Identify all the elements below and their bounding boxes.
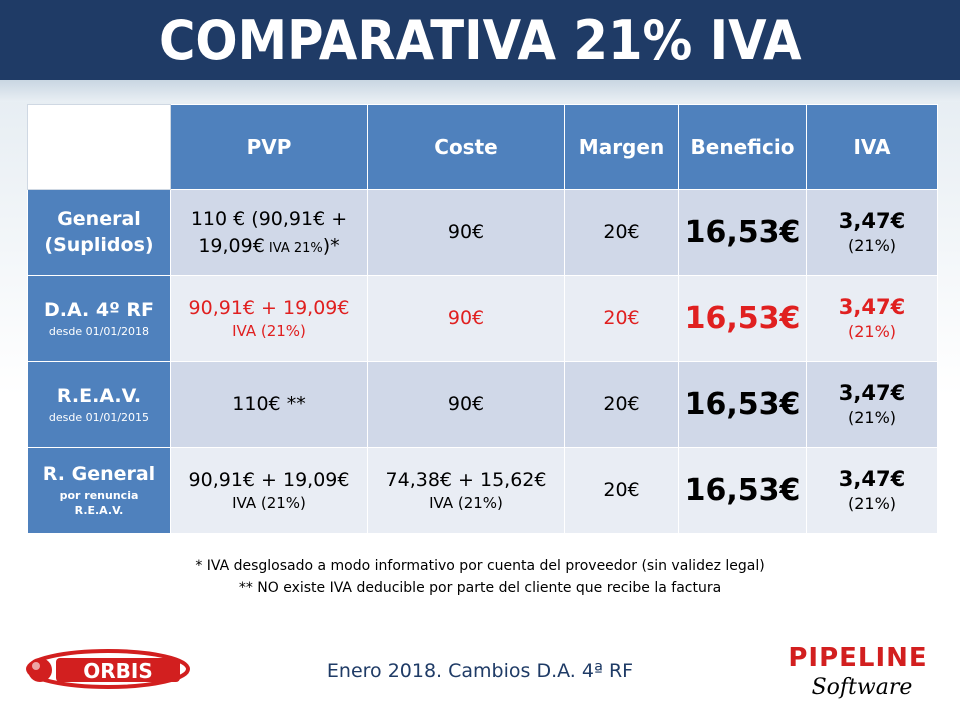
- cell-coste: 90€: [367, 189, 565, 276]
- cell-margen: 20€: [564, 189, 679, 276]
- row-label-reav: R.E.A.V. desde 01/01/2015: [27, 361, 171, 448]
- cell-margen: 20€: [564, 447, 679, 534]
- iva-percent: (21%): [847, 407, 897, 427]
- footer-caption: Enero 2018. Cambios D.A. 4ª RF: [326, 660, 634, 682]
- cell-margen: 20€: [564, 361, 679, 448]
- cell-iva: 3,47€ (21%): [806, 447, 938, 534]
- cell-coste: 90€: [367, 361, 565, 448]
- table-header-row: PVP Coste Margen Beneficio IVA: [27, 104, 938, 190]
- row-sublabel: por renuncia: [59, 488, 139, 502]
- pvp-line2-end: )*: [322, 234, 340, 257]
- page-title: COMPARATIVA 21% IVA: [158, 8, 802, 72]
- cell-coste: 74,38€ + 15,62€ IVA (21%): [367, 447, 565, 534]
- iva-value: 3,47€: [838, 467, 906, 492]
- pvp-line1: 90,91€ + 19,09€: [188, 296, 350, 319]
- cell-pvp: 110€ **: [170, 361, 368, 448]
- header-iva: IVA: [806, 104, 938, 190]
- comparison-table: PVP Coste Margen Beneficio IVA General (…: [27, 104, 938, 534]
- cell-iva: 3,47€ (21%): [806, 361, 938, 448]
- iva-value: 3,47€: [838, 381, 906, 406]
- row-label-line2: (Suplidos): [44, 233, 154, 256]
- pvp-sub: IVA (21%): [232, 494, 306, 513]
- pipeline-logo-text: PIPELINE: [788, 643, 927, 673]
- row-sublabel-2: R.E.A.V.: [74, 504, 124, 518]
- pvp-line1: 110 € (90,91€ +: [190, 207, 348, 230]
- row-label: General: [57, 207, 141, 230]
- iva-percent: (21%): [847, 235, 897, 255]
- cell-beneficio: 16,53€: [678, 447, 807, 534]
- footnote-2: ** NO existe IVA deducible por parte del…: [238, 579, 722, 596]
- row-label-general: General (Suplidos): [27, 189, 171, 276]
- row-sublabel: desde 01/01/2015: [48, 410, 150, 424]
- title-band: [0, 80, 960, 102]
- header-coste: Coste: [367, 104, 565, 190]
- cell-pvp: 110 € (90,91€ + 19,09€ IVA 21%)*: [170, 189, 368, 276]
- row-label: D.A. 4º RF: [43, 298, 155, 321]
- header-margen: Margen: [564, 104, 679, 190]
- footnotes: * IVA desglosado a modo informativo por …: [0, 556, 960, 599]
- cell-pvp: 90,91€ + 19,09€ IVA (21%): [170, 447, 368, 534]
- row-label-da4rf: D.A. 4º RF desde 01/01/2018: [27, 275, 171, 362]
- table-row: R. General por renuncia R.E.A.V. 90,91€ …: [27, 447, 938, 534]
- pipeline-logo-subtext: Software: [812, 675, 913, 700]
- cell-coste: 90€: [367, 275, 565, 362]
- iva-percent: (21%): [847, 321, 897, 341]
- cell-beneficio: 16,53€: [678, 361, 807, 448]
- row-sublabel: desde 01/01/2018: [48, 324, 150, 338]
- pvp-line2: 19,09€: [198, 234, 265, 257]
- iva-percent: (21%): [847, 493, 897, 513]
- title-banner: COMPARATIVA 21% IVA: [0, 0, 960, 80]
- cell-margen: 20€: [564, 275, 679, 362]
- table-row: General (Suplidos) 110 € (90,91€ + 19,09…: [27, 189, 938, 276]
- pvp-line1: 90,91€ + 19,09€: [188, 468, 350, 491]
- pipeline-logo: PIPELINE Software: [788, 643, 927, 700]
- row-label: R.E.A.V.: [56, 384, 142, 407]
- iva-value: 3,47€: [838, 209, 906, 234]
- cell-iva: 3,47€ (21%): [806, 189, 938, 276]
- table-row: D.A. 4º RF desde 01/01/2018 90,91€ + 19,…: [27, 275, 938, 362]
- pvp-line2-small: IVA 21%: [264, 240, 323, 256]
- coste-line1: 74,38€ + 15,62€: [385, 468, 547, 491]
- corner-cell: [27, 104, 171, 190]
- row-label-rgeneral: R. General por renuncia R.E.A.V.: [27, 447, 171, 534]
- pvp-sub: IVA (21%): [232, 322, 306, 341]
- iva-value: 3,47€: [838, 295, 906, 320]
- row-label: R. General: [42, 463, 156, 486]
- header-pvp: PVP: [170, 104, 368, 190]
- header-beneficio: Beneficio: [678, 104, 807, 190]
- footnote-1: * IVA desglosado a modo informativo por …: [195, 558, 765, 574]
- orbis-logo: ORBIS: [26, 649, 190, 689]
- cell-beneficio: 16,53€: [678, 189, 807, 276]
- coste-sub: IVA (21%): [429, 494, 503, 513]
- table-row: R.E.A.V. desde 01/01/2015 110€ ** 90€ 20…: [27, 361, 938, 448]
- cell-beneficio: 16,53€: [678, 275, 807, 362]
- orbis-logo-text: ORBIS: [83, 659, 153, 683]
- cell-iva: 3,47€ (21%): [806, 275, 938, 362]
- cell-pvp: 90,91€ + 19,09€ IVA (21%): [170, 275, 368, 362]
